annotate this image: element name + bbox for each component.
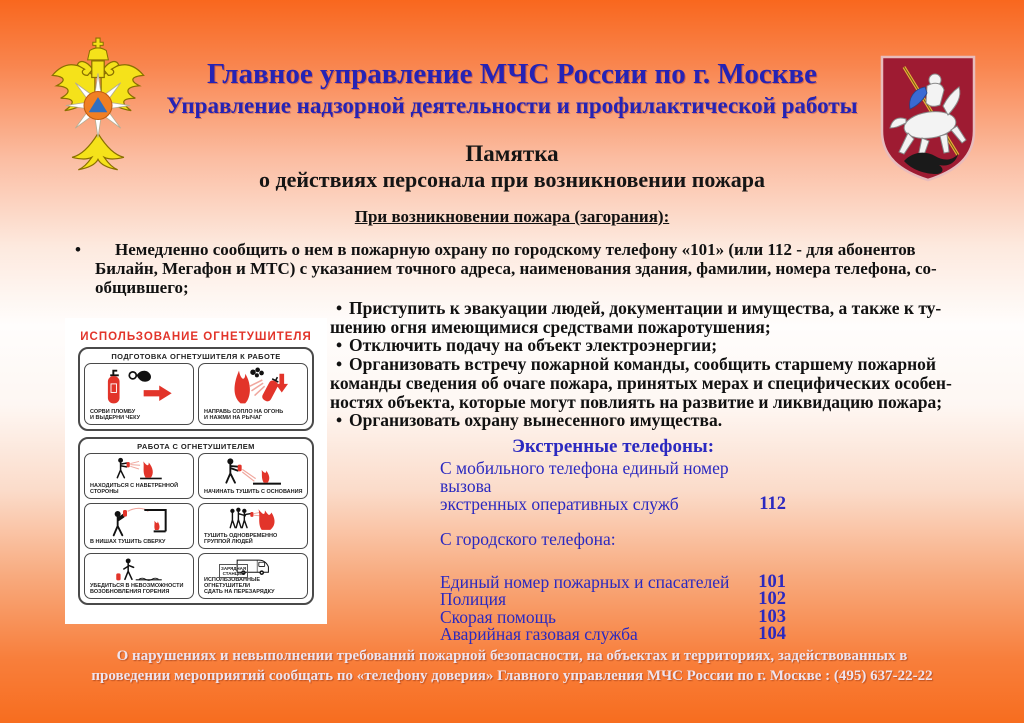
action-bullet-text: Организовать встречу пожарной команды, с… bbox=[330, 354, 952, 412]
poster-cell-label: НАЧИНАТЬ ТУШИТЬ С ОСНОВАНИЯ bbox=[204, 489, 303, 495]
phones-heading: Экстренные телефоны: bbox=[511, 436, 715, 457]
memo-subtitle: о действиях персонала при возникновении … bbox=[258, 167, 766, 192]
charging-station-label: ЗАРЯДНАЯ СТАНЦИЯ bbox=[219, 564, 249, 578]
niche-top-pictogram bbox=[112, 507, 167, 537]
action-bullet: • Организовать встречу пожарной команды, … bbox=[330, 355, 1012, 411]
footer-text: О нарушениях и невыполнении требований п… bbox=[91, 648, 933, 684]
org-header: Главное управление МЧС России по г. Моск… bbox=[150, 58, 874, 119]
phone-row: Единый номер пожарных и спасателей 101 bbox=[440, 572, 786, 592]
poster-section-title: ПОДГОТОВКА ОГНЕТУШИТЕЛЯ К РАБОТЕ bbox=[111, 352, 281, 361]
windward-side-pictogram bbox=[116, 457, 162, 480]
phone-row: Аварийная газовая служба 104 bbox=[440, 624, 786, 645]
phone-row: Скорая помощь 103 bbox=[440, 606, 786, 627]
org-title: Главное управление МЧС России по г. Моск… bbox=[207, 58, 817, 90]
poster-cell: В НИШАХ ТУШИТЬ СВЕРХУ bbox=[84, 503, 194, 549]
section-heading: При возникновении пожара (загорания): bbox=[354, 207, 670, 226]
phone-row: Полиция 102 bbox=[440, 589, 786, 610]
moscow-coat-of-arms-icon bbox=[880, 55, 976, 182]
phone-number: 104 bbox=[758, 624, 786, 645]
poster-cell: УБЕДИТЬСЯ В НЕВОЗМОЖНОСТИ ВОЗОБНОВЛЕНИЯ … bbox=[84, 553, 194, 599]
poster-cell: НАЧИНАТЬ ТУШИТЬ С ОСНОВАНИЯ bbox=[198, 453, 308, 499]
landline-heading: С городского телефона: bbox=[440, 529, 616, 549]
action-bullet: • Организовать охрану вынесенного имущест… bbox=[330, 411, 1012, 430]
org-subtitle: Управление надзорной деятельности и проф… bbox=[166, 93, 858, 118]
memo-title: Памятка bbox=[465, 141, 559, 166]
extinguisher-poster: ИСПОЛЬЗОВАНИЕ ОГНЕТУШИТЕЛЯ ПОДГОТОВКА ОГ… bbox=[65, 318, 327, 624]
phone-label: Скорая помощь bbox=[440, 606, 557, 627]
action-bullet-text: Отключить подачу на объект электроэнерги… bbox=[349, 335, 718, 356]
bullet-marker: • bbox=[336, 410, 343, 431]
poster-title: ИСПОЛЬЗОВАНИЕ ОГНЕТУШИТЕЛЯ bbox=[80, 331, 312, 343]
phone-label: Аварийная газовая служба bbox=[440, 624, 638, 645]
phone-label: Единый номер пожарных и спасателей bbox=[440, 572, 730, 592]
bullet-marker: • bbox=[336, 298, 343, 318]
poster-cell-label: НАХОДИТЬСЯ С НАВЕТРЕННОЙ СТОРОНЫ bbox=[90, 483, 179, 495]
intro-bullet-text: Немедленно сообщить о нем в пожарную охр… bbox=[95, 240, 937, 297]
memo-header: Памятка о действиях персонала при возник… bbox=[0, 141, 1024, 193]
phone-number: 102 bbox=[758, 589, 786, 610]
bullet-marker: • bbox=[336, 335, 343, 356]
aim-nozzle-pictogram bbox=[234, 367, 288, 404]
phone-row: С мобильного телефона единый номер вызов… bbox=[440, 459, 786, 513]
group-extinguish-pictogram bbox=[229, 507, 275, 530]
mchs-russia-emblem-icon bbox=[51, 37, 145, 171]
phone-number: 112 bbox=[759, 494, 786, 514]
phone-number: 103 bbox=[758, 606, 786, 627]
poster-section-operation: РАБОТА С ОГНЕТУШИТЕЛЕМ НАХОДИТЬСЯ С НАВЕ… bbox=[78, 437, 314, 605]
poster-cell: НАХОДИТЬСЯ С НАВЕТРЕННОЙ СТОРОНЫ bbox=[84, 453, 194, 499]
poster-cell-label: ТУШИТЬ ОДНОВРЕМЕННО ГРУППОЙ ЛЮДЕЙ bbox=[204, 533, 278, 545]
phone-label: Полиция bbox=[440, 589, 507, 610]
verify-extinguished-pictogram bbox=[116, 558, 162, 581]
action-bullet: • Отключить подачу на объект электроэнерг… bbox=[330, 336, 1012, 355]
action-bullet-text: Организовать охрану вынесенного имуществ… bbox=[349, 410, 723, 431]
intro-bullet: • Немедленно сообщить о нем в пожарную о… bbox=[65, 240, 965, 297]
poster-section-preparation: ПОДГОТОВКА ОГНЕТУШИТЕЛЯ К РАБОТЕ СОРВИ П… bbox=[78, 347, 314, 431]
poster-section-title: РАБОТА С ОГНЕТУШИТЕЛЕМ bbox=[137, 442, 255, 451]
poster-cell-label: УБЕДИТЬСЯ В НЕВОЗМОЖНОСТИ ВОЗОБНОВЛЕНИЯ … bbox=[90, 583, 184, 595]
pull-pin-pictogram bbox=[107, 369, 172, 404]
recharge-van-pictogram bbox=[236, 559, 269, 575]
poster-cell: ЗАРЯДНАЯ СТАНЦИЯ ИСПОЛЬЗОВАННЫЕ ОГНЕТУШИ… bbox=[198, 553, 308, 599]
poster-cell-label: НАПРАВЬ СОПЛО НА ОГОНЬ И НАЖМИ НА РЫЧАГ bbox=[204, 409, 284, 421]
poster-cell: ТУШИТЬ ОДНОВРЕМЕННО ГРУППОЙ ЛЮДЕЙ bbox=[198, 503, 308, 549]
poster-cell-label: В НИШАХ ТУШИТЬ СВЕРХУ bbox=[90, 539, 166, 545]
phone-number: 101 bbox=[758, 572, 786, 592]
bullet-marker: • bbox=[75, 240, 81, 259]
emergency-phones: Экстренные телефоны: С мобильного телефо… bbox=[440, 437, 786, 644]
poster-cell-label: ИСПОЛЬЗОВАННЫЕ ОГНЕТУШИТЕЛИ СДАТЬ НА ПЕР… bbox=[204, 577, 275, 595]
action-bullet-text: Приступить к эвакуации людей, документац… bbox=[330, 298, 942, 337]
phone-label: С мобильного телефона единый номер вызов… bbox=[440, 458, 729, 514]
poster-cell: НАПРАВЬ СОПЛО НА ОГОНЬ И НАЖМИ НА РЫЧАГ bbox=[198, 363, 308, 425]
action-bullet: • Приступить к эвакуации людей, документа… bbox=[330, 299, 1012, 336]
poster-cell-label: СОРВИ ПЛОМБУ И ВЫДЕРНИ ЧЕКУ bbox=[90, 409, 140, 421]
action-bullets: • Приступить к эвакуации людей, документа… bbox=[330, 299, 1012, 430]
bullet-marker: • bbox=[336, 354, 343, 375]
poster-cell: СОРВИ ПЛОМБУ И ВЫДЕРНИ ЧЕКУ bbox=[84, 363, 194, 425]
base-of-fire-pictogram bbox=[225, 458, 281, 485]
phone-list: Единый номер пожарных и спасателей 101 П… bbox=[440, 572, 786, 645]
